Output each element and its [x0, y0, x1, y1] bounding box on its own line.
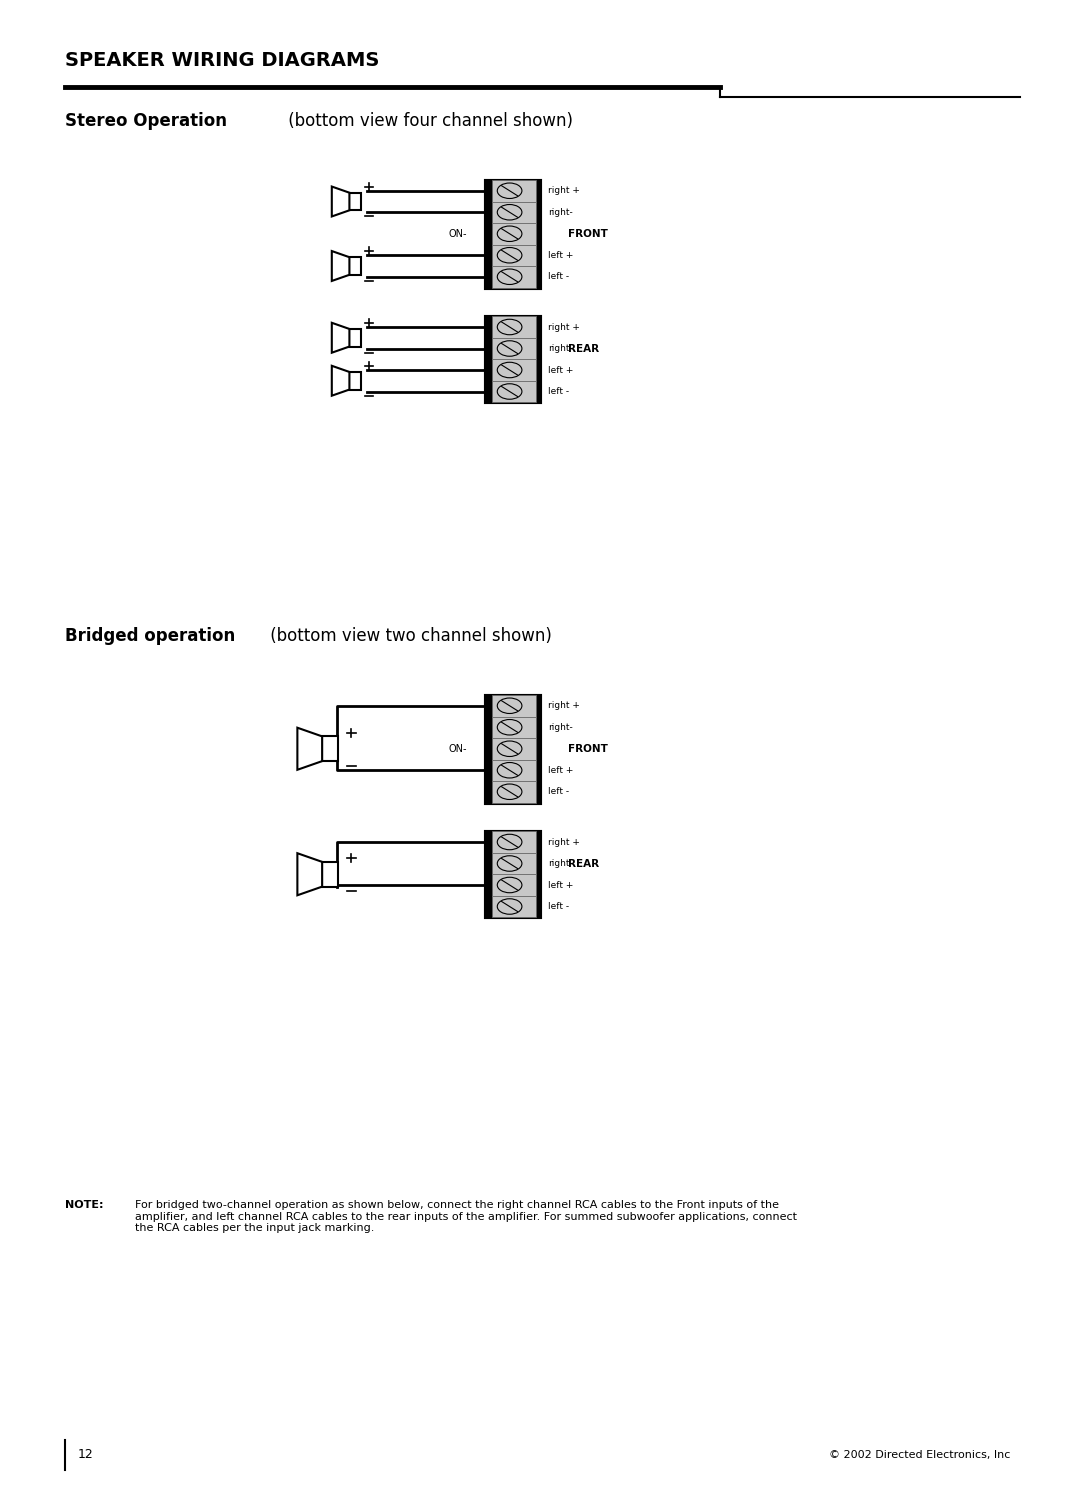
Bar — [322, 736, 338, 762]
Bar — [492, 781, 536, 802]
Ellipse shape — [497, 856, 522, 871]
Text: right +: right + — [548, 837, 580, 846]
Bar — [492, 716, 536, 737]
Bar — [492, 316, 536, 337]
Bar — [492, 381, 536, 402]
Text: left +: left + — [548, 766, 573, 775]
Text: left -: left - — [548, 272, 569, 281]
Text: © 2002 Directed Electronics, Inc: © 2002 Directed Electronics, Inc — [828, 1449, 1010, 1460]
Bar — [492, 737, 536, 760]
Ellipse shape — [497, 719, 522, 734]
Bar — [492, 760, 536, 781]
Bar — [492, 695, 536, 716]
Bar — [492, 266, 536, 287]
Bar — [492, 874, 536, 895]
Ellipse shape — [497, 247, 522, 263]
Text: ON-: ON- — [448, 743, 467, 754]
Polygon shape — [332, 322, 350, 352]
Bar — [492, 223, 536, 244]
Ellipse shape — [497, 384, 522, 399]
Polygon shape — [297, 728, 322, 769]
Text: Bridged operation: Bridged operation — [65, 628, 235, 646]
Ellipse shape — [497, 269, 522, 284]
Text: left +: left + — [548, 251, 573, 260]
Bar — [322, 862, 338, 886]
Ellipse shape — [497, 319, 522, 334]
Bar — [485, 695, 540, 802]
Ellipse shape — [497, 740, 522, 757]
Bar — [350, 330, 361, 346]
Text: right +: right + — [548, 322, 580, 331]
Bar — [485, 831, 540, 917]
Text: (bottom view two channel shown): (bottom view two channel shown) — [265, 628, 552, 646]
Text: REAR: REAR — [568, 343, 599, 354]
Bar — [492, 360, 536, 381]
Text: ON-: ON- — [448, 229, 467, 239]
Ellipse shape — [497, 205, 522, 220]
Text: right-: right- — [548, 345, 572, 354]
Text: FRONT: FRONT — [568, 743, 608, 754]
Polygon shape — [297, 853, 322, 895]
Bar — [492, 337, 536, 360]
Text: REAR: REAR — [568, 858, 599, 868]
Bar — [350, 257, 361, 275]
Ellipse shape — [497, 877, 522, 892]
Text: right-: right- — [548, 722, 572, 731]
Ellipse shape — [497, 763, 522, 778]
Bar — [485, 316, 540, 402]
Text: left -: left - — [548, 387, 569, 396]
Ellipse shape — [497, 340, 522, 357]
Ellipse shape — [497, 834, 522, 850]
Text: right +: right + — [548, 701, 580, 710]
Bar — [492, 181, 536, 202]
Ellipse shape — [497, 184, 522, 199]
Text: For bridged two-channel operation as shown below, connect the right channel RCA : For bridged two-channel operation as sho… — [135, 1199, 797, 1233]
Text: right +: right + — [548, 187, 580, 196]
Text: right-: right- — [548, 859, 572, 868]
Bar — [350, 372, 361, 390]
Polygon shape — [332, 187, 350, 217]
Text: left -: left - — [548, 901, 569, 911]
Text: (bottom view four channel shown): (bottom view four channel shown) — [283, 111, 573, 129]
Bar — [492, 895, 536, 917]
Polygon shape — [332, 251, 350, 281]
Ellipse shape — [497, 698, 522, 713]
Text: left -: left - — [548, 787, 569, 796]
Bar — [492, 831, 536, 853]
Text: left +: left + — [548, 366, 573, 375]
Bar — [492, 244, 536, 266]
Text: NOTE:: NOTE: — [65, 1199, 104, 1210]
Bar — [485, 181, 540, 287]
Polygon shape — [332, 366, 350, 396]
Ellipse shape — [497, 363, 522, 378]
Bar — [492, 853, 536, 874]
Bar — [492, 202, 536, 223]
Bar — [350, 193, 361, 211]
Text: right-: right- — [548, 208, 572, 217]
Text: 12: 12 — [78, 1448, 94, 1461]
Text: left +: left + — [548, 880, 573, 889]
Text: Stereo Operation: Stereo Operation — [65, 111, 227, 129]
Text: FRONT: FRONT — [568, 229, 608, 239]
Ellipse shape — [497, 226, 522, 241]
Text: SPEAKER WIRING DIAGRAMS: SPEAKER WIRING DIAGRAMS — [65, 51, 379, 71]
Ellipse shape — [497, 898, 522, 914]
Ellipse shape — [497, 784, 522, 799]
